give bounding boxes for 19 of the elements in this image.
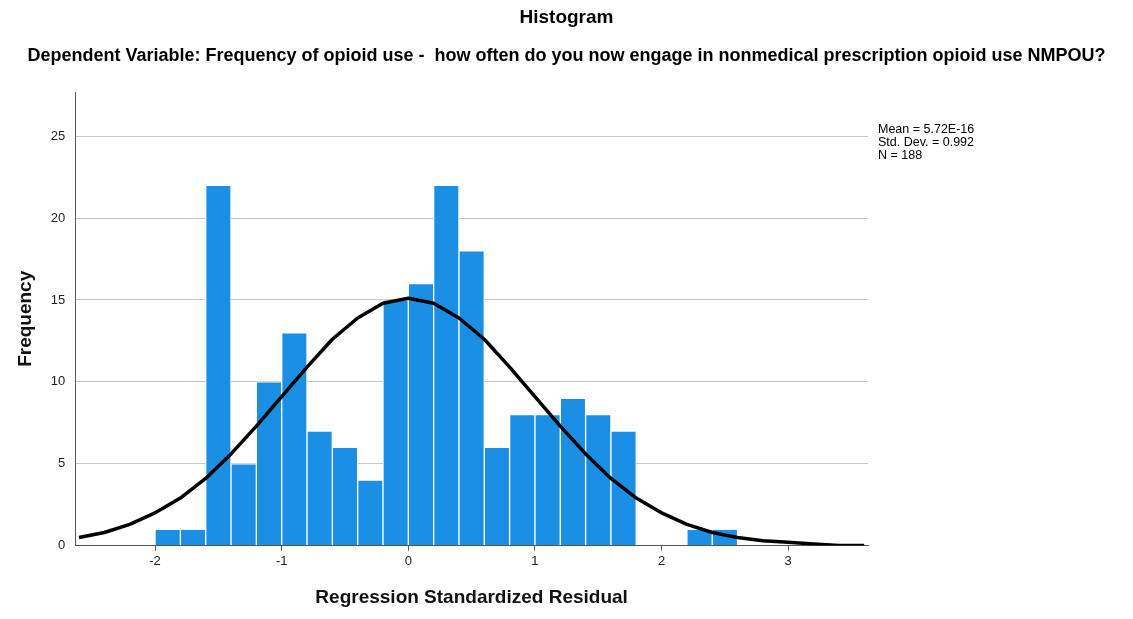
- x-tick-label: -1: [275, 552, 288, 568]
- y-tick-label: 5: [58, 455, 66, 471]
- y-tick-label: 10: [50, 373, 66, 389]
- y-axis-title: Frequency: [13, 270, 35, 367]
- y-tick-label: 0: [58, 537, 66, 553]
- text: N = 188: [878, 148, 924, 162]
- x-tick-label: 1: [531, 552, 539, 568]
- text: Mean = 5.72E-16: [878, 122, 975, 136]
- chart-title: Histogram: [518, 6, 615, 28]
- y-tick-label: 25: [50, 127, 66, 143]
- y-tick-label: 20: [50, 209, 66, 225]
- text: Std. Dev. = 0.992: [878, 135, 975, 149]
- chart-subtitle: Dependent Variable: Frequency of opioid use - how often do you now engage in nonmedical prescription opioid use NMPOU?: [26, 45, 1107, 65]
- y-tick-label: 15: [50, 291, 66, 307]
- x-tick-label: 3: [784, 552, 792, 568]
- x-tick-label: -2: [149, 552, 161, 568]
- x-tick-label: 2: [657, 552, 666, 568]
- x-tick-label: 0: [404, 552, 412, 568]
- x-axis-title: Regression Standardized Residual: [315, 585, 628, 607]
